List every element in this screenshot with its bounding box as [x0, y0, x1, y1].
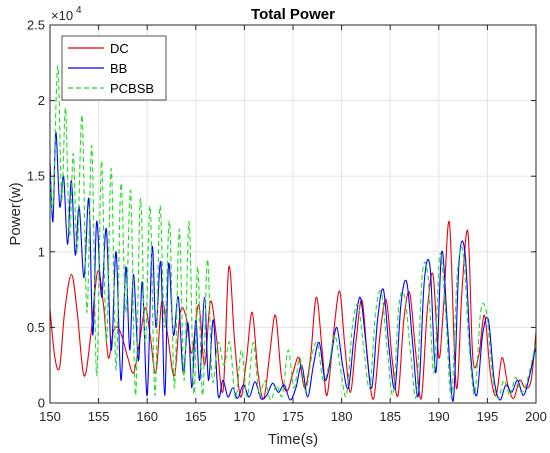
chart-title: Total Power — [251, 6, 335, 23]
x-tick-label: 155 — [88, 409, 110, 424]
y-multiplier-exponent: 4 — [76, 5, 82, 16]
y-tick-label: 1 — [38, 244, 45, 259]
series-line-dc — [50, 220, 536, 400]
series-line-bb — [50, 131, 536, 402]
x-tick-label: 180 — [331, 409, 353, 424]
x-tick-label: 185 — [379, 409, 401, 424]
y-tick-label: 2 — [38, 93, 45, 108]
x-tick-label: 165 — [185, 409, 207, 424]
x-tick-label: 170 — [234, 409, 256, 424]
series-layer — [50, 65, 536, 402]
legend-label-pcbsb: PCBSB — [110, 81, 154, 96]
x-tick-label: 195 — [477, 409, 499, 424]
x-tick-label: 200 — [525, 409, 547, 424]
y-tick-label: 0 — [38, 396, 45, 411]
x-tick-label: 190 — [428, 409, 450, 424]
x-tick-label: 160 — [136, 409, 158, 424]
legend-label-bb: BB — [110, 61, 127, 76]
tick-marks — [49, 24, 537, 404]
x-axis-label: Time(s) — [268, 431, 318, 448]
y-tick-labels: 0 0.5 1 1.5 2 2.5 — [27, 18, 45, 411]
y-multiplier-base: ×10 — [51, 8, 73, 23]
x-tick-label: 150 — [39, 409, 61, 424]
x-tick-label: 175 — [282, 409, 304, 424]
y-tick-label: 1.5 — [27, 169, 45, 184]
legend-label-dc: DC — [110, 41, 129, 56]
y-axis-label: Power(w) — [7, 182, 24, 245]
x-tick-labels: 150 155 160 165 170 175 180 185 190 195 200 — [39, 409, 547, 424]
series-line-pcbsb — [50, 65, 536, 401]
y-tick-label: 2.5 — [27, 18, 45, 33]
legend: DC BB PCBSB — [61, 35, 167, 101]
y-axis-multiplier: ×10 4 — [51, 5, 82, 23]
y-tick-label: 0.5 — [27, 320, 45, 335]
